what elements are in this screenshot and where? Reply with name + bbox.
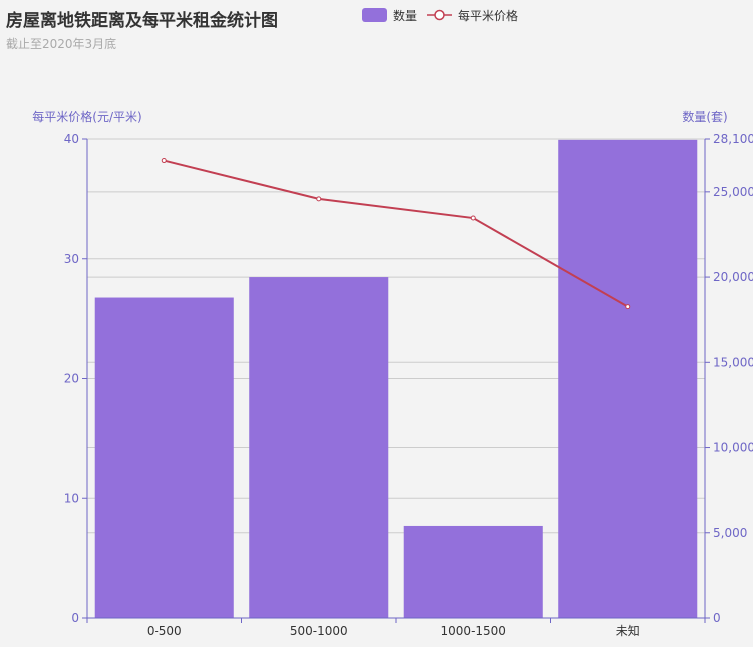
bar-0-500 xyxy=(94,297,234,618)
y-left-tick-label: 20 xyxy=(64,372,79,386)
legend-bar-swatch xyxy=(362,8,387,22)
y-right-tick-label: 0 xyxy=(713,611,721,625)
y-left-tick-label: 10 xyxy=(64,491,79,505)
chart-subtitle: 截止至2020年3月底 xyxy=(6,37,117,51)
y-right-tick-label: 5,000 xyxy=(713,526,747,540)
y-right-tick-label: 20,000 xyxy=(713,270,753,284)
y-axis-right-label: 数量(套) xyxy=(682,109,727,124)
legend-label-count: 数量 xyxy=(393,8,418,23)
line-series xyxy=(161,158,631,310)
y-left-tick-label: 40 xyxy=(64,132,79,146)
legend-line-swatch xyxy=(427,9,453,21)
axes: 0 10 20 30 40 0 5,000 10,000 15,000 20,000 25,000 2… xyxy=(64,132,753,638)
y-right-tick-label: 28,100 xyxy=(713,132,753,146)
y-left-tick-label: 30 xyxy=(64,252,79,266)
bar-500-1000 xyxy=(249,277,389,618)
bar-未知 xyxy=(558,139,698,619)
x-tick-label: 500-1000 xyxy=(290,624,348,638)
bar-1000-1500 xyxy=(403,525,543,618)
chart-title: 房屋离地铁距离及每平米租金统计图 xyxy=(6,11,278,31)
price-point-500-1000 xyxy=(316,196,322,202)
y-right-tick-label: 10,000 xyxy=(713,441,753,455)
price-point-1000-1500 xyxy=(470,215,476,221)
x-tick-label: 未知 xyxy=(616,624,640,638)
y-right-tick-label: 15,000 xyxy=(713,355,753,369)
legend: 数量 每平米价格 xyxy=(362,6,518,24)
price-point-未知 xyxy=(625,304,631,310)
y-left-tick-label: 0 xyxy=(71,611,79,625)
legend-label-price: 每平米价格 xyxy=(458,8,519,23)
legend-item-count[interactable]: 数量 xyxy=(362,7,417,24)
x-tick-label: 1000-1500 xyxy=(441,624,506,638)
legend-item-price[interactable]: 每平米价格 xyxy=(427,7,518,24)
y-right-tick-label: 25,000 xyxy=(713,185,753,199)
y-axis-left-label: 每平米价格(元/平米) xyxy=(32,109,141,124)
price-point-0-500 xyxy=(161,158,167,164)
price-line xyxy=(164,159,629,308)
bar-series xyxy=(94,139,698,619)
x-tick-label: 0-500 xyxy=(147,624,182,638)
